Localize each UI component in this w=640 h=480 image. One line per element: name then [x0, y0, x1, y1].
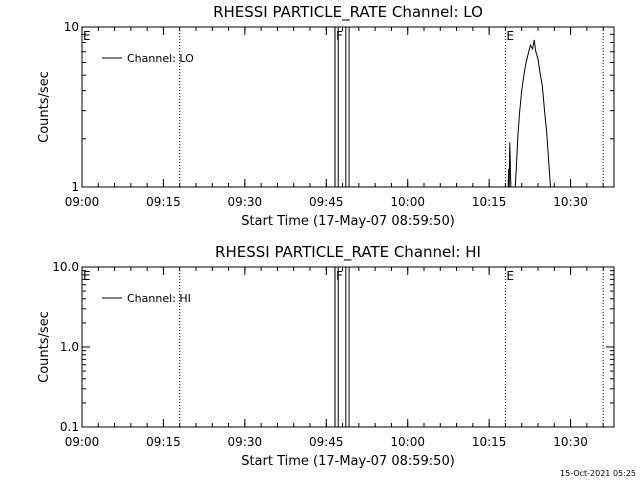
x-tick-label: 10:00 — [390, 435, 425, 449]
panel-hi-channel: RHESSI PARTICLE_RATE Channel: HI E F E 09:00… — [37, 243, 615, 469]
x-tick-label: 10:15 — [472, 435, 507, 449]
x-tick-label: 09:00 — [65, 435, 100, 449]
y-tick-label: 10 — [64, 20, 79, 34]
y-tick-label: 1.0 — [60, 340, 79, 354]
marker-label: E — [83, 29, 91, 43]
y-tick-label: 1 — [71, 180, 79, 194]
marker-label: E — [83, 269, 91, 283]
marker-label: F — [336, 269, 343, 283]
series-line — [82, 26, 614, 188]
x-tick-label: 09:45 — [309, 435, 344, 449]
series-line — [82, 266, 614, 428]
x-tick-label: 09:15 — [146, 195, 181, 209]
x-axis-label: Start Time (17-May-07 08:59:50) — [241, 214, 455, 229]
x-tick-label: 10:00 — [390, 195, 425, 209]
x-tick-label: 09:45 — [309, 195, 344, 209]
chart-title: RHESSI PARTICLE_RATE Channel: HI — [215, 243, 481, 262]
x-tick-label: 10:30 — [553, 195, 588, 209]
plot-frame — [81, 26, 615, 188]
plot-frame — [81, 266, 615, 428]
marker-label: F — [336, 29, 343, 43]
y-tick-label: 0.1 — [60, 420, 79, 434]
panel-lo-channel: RHESSI PARTICLE_RATE Channel: LO E F E 09:00… — [37, 3, 615, 229]
x-tick-label: 09:30 — [228, 435, 263, 449]
x-tick-label: 09:30 — [228, 195, 263, 209]
x-axis-label: Start Time (17-May-07 08:59:50) — [241, 454, 455, 469]
y-axis-label: Counts/sec — [37, 311, 52, 383]
x-tick-label: 09:00 — [65, 195, 100, 209]
footer-timestamp: 15-Oct-2021 05:25 — [560, 469, 636, 478]
marker-label: E — [506, 29, 514, 43]
legend-label: Channel: HI — [127, 292, 191, 305]
x-tick-label: 10:30 — [553, 435, 588, 449]
chart-title: RHESSI PARTICLE_RATE Channel: LO — [213, 3, 483, 22]
y-tick-label: 10.0 — [52, 260, 79, 274]
x-tick-label: 09:15 — [146, 435, 181, 449]
legend-label: Channel: LO — [127, 52, 194, 65]
x-tick-label: 10:15 — [472, 195, 507, 209]
y-axis-label: Counts/sec — [37, 71, 52, 143]
marker-label: E — [506, 269, 514, 283]
